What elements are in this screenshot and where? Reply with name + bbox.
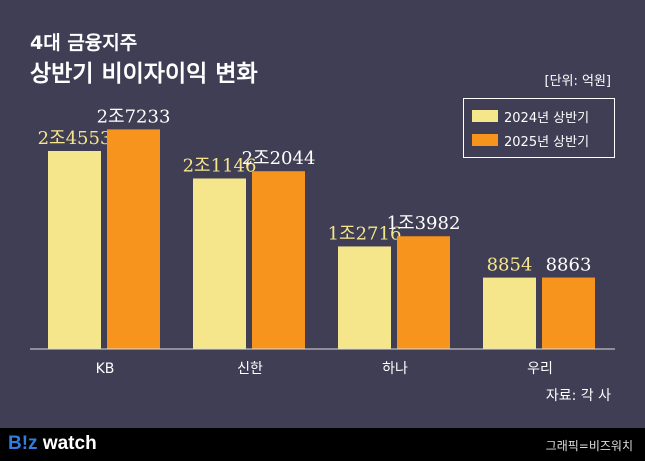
category-label: KB <box>96 361 115 377</box>
bar-신한-1 <box>252 171 305 349</box>
data-label: 8854 <box>487 255 533 276</box>
category-label: 신한 <box>237 361 263 377</box>
data-label: 8863 <box>546 255 592 276</box>
category-label: 하나 <box>382 361 408 377</box>
legend-label: 2025년 상반기 <box>504 134 590 150</box>
chart-title: 4대 금융지주 <box>30 32 138 54</box>
data-label: 1조2716 <box>328 223 402 244</box>
unit-label: [단위: 억원] <box>544 74 612 89</box>
legend-swatch <box>472 134 498 146</box>
bar-신한-0 <box>193 178 246 349</box>
bar-하나-1 <box>397 236 450 349</box>
footer: B!z watch 그래픽=비즈워치 <box>0 428 645 461</box>
data-label: 2조7233 <box>97 106 171 127</box>
bar-우리-0 <box>483 277 536 349</box>
bizwatch-logo: B!z watch <box>8 433 97 454</box>
bar-KB-1 <box>107 129 160 349</box>
chart-subtitle: 상반기 비이자이익 변화 <box>30 61 258 87</box>
legend: 2024년 상반기 2025년 상반기 <box>463 98 615 158</box>
legend-swatch <box>472 110 498 122</box>
data-label: 2조2044 <box>242 148 316 169</box>
data-label: 2조4553 <box>38 128 112 149</box>
bar-하나-0 <box>338 246 391 349</box>
legend-label: 2024년 상반기 <box>504 110 590 126</box>
legend-item-2024: 2024년 상반기 <box>472 104 614 128</box>
graphic-credit: 그래픽=비즈워치 <box>545 439 633 453</box>
category-label: 우리 <box>527 361 553 377</box>
legend-item-2025: 2025년 상반기 <box>472 128 614 152</box>
bar-KB-0 <box>48 151 101 349</box>
data-label: 1조3982 <box>387 213 461 234</box>
bar-우리-1 <box>542 277 595 349</box>
source-note: 자료: 각 사 <box>545 388 611 404</box>
data-label: 2조1146 <box>183 155 257 176</box>
